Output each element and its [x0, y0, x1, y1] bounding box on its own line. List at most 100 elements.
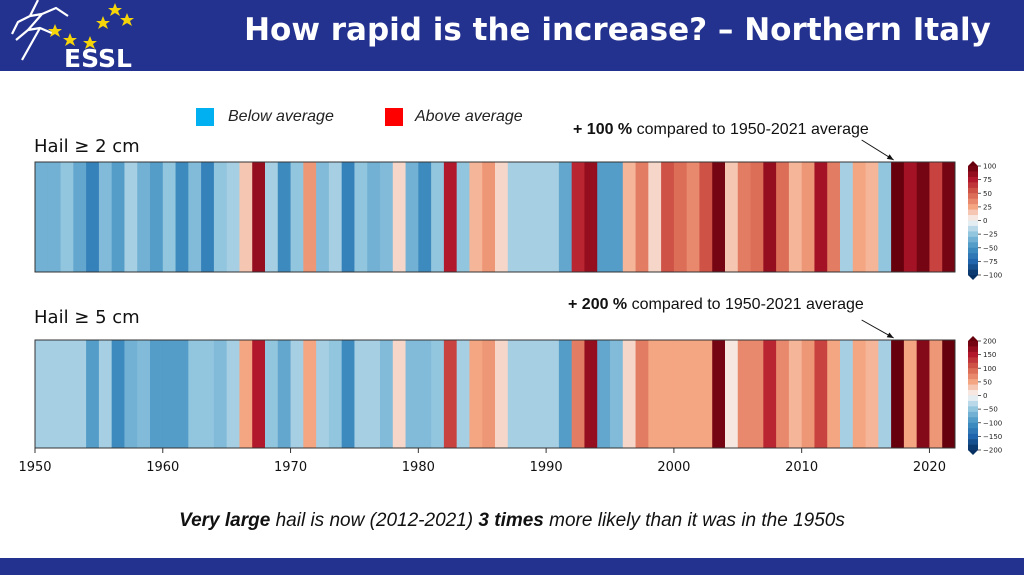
colorbar-tick-label: −50	[983, 244, 998, 252]
stripe-1994	[597, 162, 611, 272]
legend-above-swatch	[385, 108, 403, 126]
stripe-2017	[891, 340, 905, 448]
stripe-1991	[558, 162, 573, 272]
annotation-5cm-text: compared to 1950-2021 average	[627, 296, 864, 313]
annotation-arrow-head-1	[886, 332, 894, 338]
stripe-2005	[737, 340, 751, 448]
stripe-2018	[903, 162, 918, 272]
stripe-1950	[35, 340, 49, 448]
colorbar-segment	[968, 351, 978, 358]
colorbar-tick-label: 200	[983, 338, 996, 346]
panel-frame-5cm	[34, 339, 956, 449]
stripe-2016	[878, 162, 892, 272]
stripe-2019	[916, 340, 930, 448]
stripe-1986	[495, 340, 509, 448]
stripe-1961	[175, 162, 189, 272]
colorbar-5cm: 200 150 100 50 0 −50 −100 −150 −200	[968, 336, 1002, 455]
colorbar-segment	[968, 422, 978, 429]
stripe-1975	[354, 162, 368, 272]
stripe-1969	[277, 162, 291, 272]
colorbar-segment	[968, 433, 978, 440]
stripe-1964	[213, 162, 228, 272]
colorbar-tick-label: −150	[983, 433, 1002, 441]
stripe-1958	[137, 162, 151, 272]
colorbar-top-cap	[968, 161, 978, 166]
stripe-1950	[35, 162, 49, 272]
colorbar-segment	[968, 411, 978, 418]
colorbar-tick-label: 0	[983, 217, 987, 225]
caption-bold-1: Very large	[179, 510, 271, 531]
stripe-1974	[341, 162, 355, 272]
stripe-2016	[878, 340, 892, 448]
stripe-1952	[60, 340, 74, 448]
stripe-2003	[712, 162, 726, 272]
stripe-2019	[916, 162, 930, 272]
colorbar-tick-label: 0	[983, 392, 987, 400]
x-tick-label: 1950	[18, 460, 51, 475]
colorbar-segment	[968, 384, 978, 391]
stripe-1982	[443, 340, 458, 448]
stripe-2011	[814, 340, 828, 448]
colorbar-segment	[968, 171, 978, 178]
panel-frame-2cm	[34, 161, 956, 273]
stripe-1978	[392, 340, 406, 448]
stripe-2001	[686, 162, 700, 272]
colorbar-segment	[968, 215, 978, 221]
colorbar-segment	[968, 390, 978, 396]
colorbar-segment	[968, 444, 978, 451]
annotation-5cm: + 200 % compared to 1950-2021 average	[568, 296, 864, 314]
stripe-1973	[328, 340, 343, 448]
stripe-1956	[111, 162, 125, 272]
stripes-panel-5cm	[35, 340, 956, 448]
legend-below-label: Below average	[228, 108, 334, 125]
stripe-1994	[597, 340, 611, 448]
colorbar-segment	[968, 428, 978, 434]
stripe-2021	[942, 340, 956, 448]
colorbar-segment	[968, 417, 978, 424]
colorbar-segment	[968, 341, 978, 347]
colorbar-segment	[968, 193, 978, 199]
colorbar-segment	[968, 187, 978, 194]
colorbar-tick-label: 50	[983, 190, 992, 198]
colorbar-2cm: 100 75 50 25 0 −25 −50 −75 −100	[968, 161, 1002, 280]
stripe-1953	[73, 340, 87, 448]
stripe-1969	[277, 340, 291, 448]
colorbar-tick-label: 150	[983, 351, 996, 359]
caption-bold-2: 3 times	[478, 510, 544, 531]
star-icons	[48, 3, 134, 49]
colorbar-segment	[968, 362, 978, 369]
colorbar-segment	[968, 368, 978, 374]
stripe-1992	[571, 340, 585, 448]
stripe-2009	[788, 340, 803, 448]
stripe-1951	[47, 162, 61, 272]
stripe-2020	[929, 340, 943, 448]
stripe-1988	[520, 340, 534, 448]
essl-logo	[11, 0, 134, 61]
stripe-1985	[482, 340, 496, 448]
stripe-2004	[725, 340, 739, 448]
colorbar-segment	[968, 198, 978, 205]
stripe-2009	[788, 162, 803, 272]
stripe-1958	[137, 340, 151, 448]
stripe-1976	[367, 162, 381, 272]
colorbar-segment	[968, 264, 978, 270]
colorbar-bottom-cap	[968, 450, 978, 455]
stripe-2001	[686, 340, 700, 448]
colorbar-segment	[968, 373, 978, 380]
stripe-1961	[175, 340, 189, 448]
warming-stripes-chart: 1950 1960 1970 1980 1990 2000 2010 2020 1007550…	[18, 139, 1002, 475]
annotation-arrows	[861, 139, 894, 339]
stripe-1997	[635, 340, 649, 448]
x-tick-label: 2000	[657, 460, 690, 475]
stripe-2013	[840, 340, 854, 448]
colorbar-segment	[968, 269, 978, 276]
stripes-panel-2cm	[35, 162, 956, 272]
x-tick-label: 2010	[785, 460, 818, 475]
stripe-2014	[852, 162, 866, 272]
stripe-1968	[265, 340, 279, 448]
lightning-icon	[11, 0, 69, 61]
colorbar-tick-label: 100	[983, 365, 996, 373]
stripe-1995	[610, 162, 624, 272]
colorbar-segment	[968, 231, 978, 238]
stripe-1967	[252, 340, 266, 448]
